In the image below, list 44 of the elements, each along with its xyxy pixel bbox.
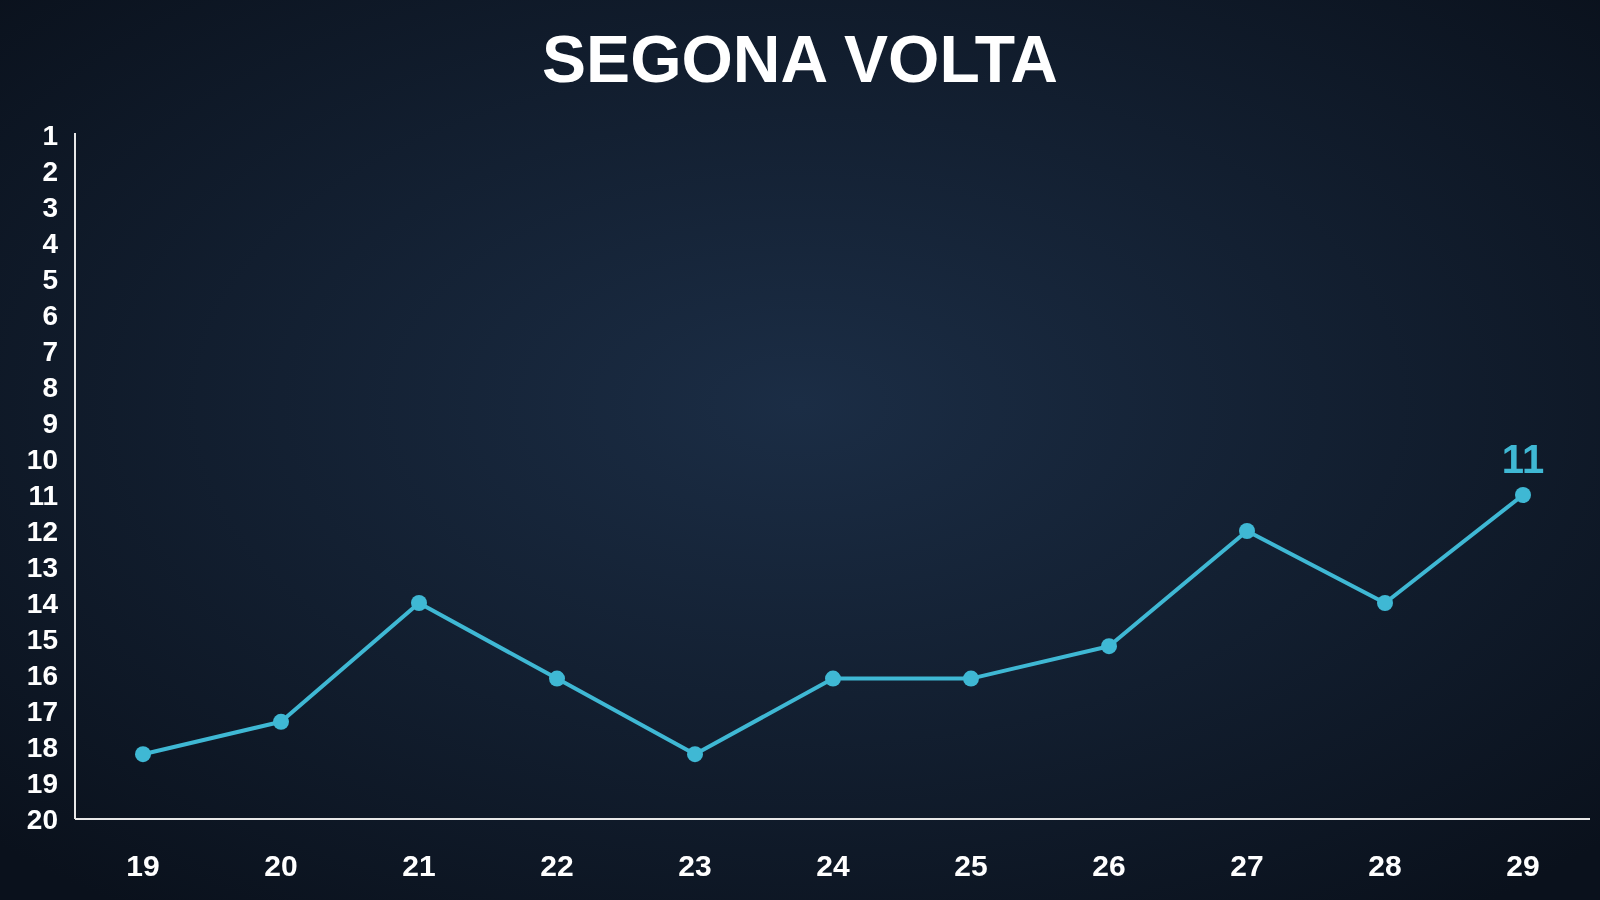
x-tick-label: 22 <box>540 849 574 882</box>
x-tick-label: 29 <box>1506 849 1540 882</box>
point <box>687 746 703 763</box>
y-tick-label: 9 <box>42 407 58 439</box>
y-tick-label: 10 <box>26 443 58 475</box>
point <box>1515 487 1531 503</box>
x-tick-label: 26 <box>1092 849 1126 882</box>
x-tick-label: 19 <box>126 849 160 882</box>
y-tick-label: 4 <box>42 227 59 259</box>
x-tick-label: 21 <box>402 849 436 882</box>
x-tick-label: 20 <box>264 849 298 882</box>
point <box>1239 523 1255 539</box>
y-tick-label: 3 <box>42 191 58 223</box>
point <box>1101 638 1117 655</box>
y-tick-label: 13 <box>26 551 58 583</box>
data-label: 11 <box>1501 437 1545 481</box>
point <box>963 670 979 687</box>
y-tick-label: 14 <box>26 587 59 619</box>
point <box>411 595 427 611</box>
y-tick-label: 6 <box>42 299 58 331</box>
point <box>825 670 841 687</box>
y-tick-label: 2 <box>42 155 58 187</box>
y-tick-label: 5 <box>42 263 58 295</box>
x-tick-label: 25 <box>954 849 988 882</box>
y-tick-label: 1 <box>42 119 58 151</box>
x-tick-label: 24 <box>816 849 850 882</box>
point <box>135 746 151 763</box>
chart-title: SEGONA VOLTA <box>542 22 1058 96</box>
x-tick-label: 28 <box>1368 849 1402 882</box>
point <box>549 670 565 687</box>
point <box>273 713 289 730</box>
y-tick-label: 7 <box>42 335 58 367</box>
x-tick-label: 23 <box>678 849 712 882</box>
y-tick-label: 17 <box>26 695 58 727</box>
x-tick-label: 27 <box>1230 849 1264 882</box>
y-tick-label: 15 <box>26 623 58 655</box>
y-tick-label: 12 <box>26 515 58 547</box>
y-tick-label: 18 <box>26 731 58 763</box>
y-tick-label: 8 <box>42 371 58 403</box>
y-tick-label: 11 <box>28 479 58 511</box>
y-tick-label: 16 <box>26 659 58 691</box>
y-tick-label: 20 <box>26 803 58 835</box>
y-tick-label: 19 <box>26 767 58 799</box>
point <box>1377 595 1393 611</box>
